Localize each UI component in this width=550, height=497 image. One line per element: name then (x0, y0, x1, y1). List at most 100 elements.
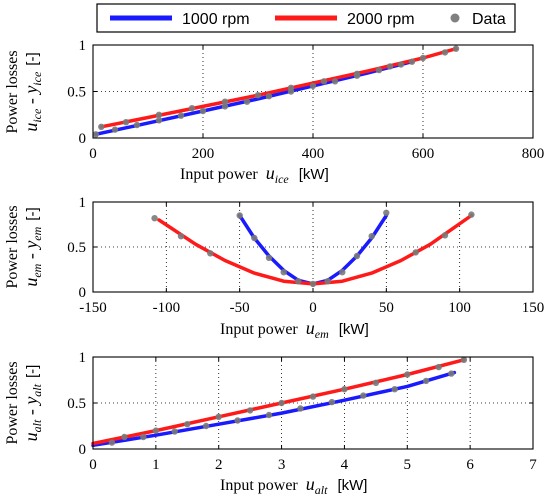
data-point (243, 98, 251, 105)
x-tick-label: 50 (379, 300, 394, 316)
y-tick-label: 1 (79, 38, 87, 54)
y-tick-label: 1 (79, 195, 87, 211)
data-point (207, 250, 214, 257)
data-point (188, 105, 196, 112)
y-tick-label: 0.5 (67, 85, 86, 101)
data-point (297, 405, 304, 412)
data-point (375, 66, 383, 74)
data-point (460, 356, 468, 363)
data-point (221, 103, 229, 110)
data-point (353, 70, 361, 78)
chart-panel-1: 0 200 400 600 800 0 0.5 1 Input power uice [kW] Pow… (4, 38, 544, 186)
data-point (404, 371, 411, 378)
data-point (122, 119, 130, 126)
data-point (151, 215, 158, 222)
data-point (368, 233, 375, 240)
data-point (121, 433, 128, 441)
legend: 1000 rpm 2000 rpm Data (96, 3, 516, 33)
data-point (221, 98, 229, 105)
y-tick-label: 0 (79, 131, 87, 147)
data-point (152, 427, 160, 434)
data-point (171, 428, 178, 435)
data-point (265, 93, 273, 100)
y-axis-label-main: ualt - yalt[-] (21, 365, 44, 442)
y-axis-label-main: uice - yice[-] (21, 52, 44, 131)
chart-panel-3: 0 1 2 3 4 5 6 7 0 0.5 1 Input power ualt [kW] Power lo… (4, 350, 537, 497)
data-point (287, 84, 295, 92)
data-point (199, 107, 207, 115)
data-point (408, 58, 416, 65)
data-point (391, 386, 398, 393)
data-point (422, 377, 430, 385)
y-tick-label: 0 (79, 442, 87, 458)
data-point (295, 278, 302, 285)
data-point (412, 249, 419, 256)
x-tick-label: 400 (302, 146, 325, 162)
x-tick-label: 0 (309, 300, 317, 316)
x-axis-label: Input power ualt [kW] (220, 474, 367, 497)
data-point (341, 386, 348, 393)
x-axis-label: Input power uem [kW] (220, 318, 369, 341)
data-point (92, 131, 100, 138)
legend-label: Data (472, 11, 506, 28)
data-point (236, 212, 243, 219)
data-point (278, 399, 285, 407)
series-line-1000-rpm (91, 370, 457, 448)
data-point (353, 252, 361, 260)
data-point (177, 233, 185, 240)
series-line-2000-rpm (99, 46, 458, 129)
y-tick-label: 0 (79, 285, 87, 301)
legend-swatch (450, 13, 460, 23)
x-tick-label: 1 (152, 457, 160, 473)
x-tick-label: 5 (404, 457, 412, 473)
data-point (441, 49, 449, 56)
data-point (155, 117, 163, 124)
data-point (331, 78, 339, 85)
data-point (435, 363, 442, 371)
x-tick-label: -150 (79, 300, 107, 316)
x-axis-label: Input power uice [kW] (180, 163, 329, 186)
y-axis-label-top: Power losses (4, 361, 21, 444)
data-point (202, 422, 210, 430)
y-axis-label-top: Power losses (4, 50, 21, 133)
data-point (251, 234, 258, 242)
data-point (468, 211, 475, 218)
data-point (309, 393, 317, 400)
y-tick-label: 0.5 (67, 396, 86, 412)
data-point (360, 392, 367, 399)
y-tick-label: 1 (79, 350, 87, 366)
data-point (108, 439, 116, 446)
data-point (452, 45, 460, 52)
x-tick-label: 2 (215, 457, 223, 473)
data-point (140, 433, 147, 441)
data-point (383, 209, 390, 216)
x-tick-label: 4 (341, 457, 349, 473)
data-point (309, 280, 317, 288)
x-tick-label: 6 (466, 457, 474, 473)
x-tick-label: 0 (89, 146, 97, 162)
x-tick-label: -50 (230, 300, 250, 316)
data-point (419, 54, 427, 62)
x-tick-label: 0 (89, 457, 97, 473)
series-line-2000-rpm (157, 213, 474, 286)
data-point (246, 407, 254, 414)
data-point (448, 370, 455, 377)
data-point (184, 421, 191, 428)
data-point (265, 411, 273, 419)
legend-label: 1000 rpm (182, 11, 250, 28)
data-point (397, 61, 405, 68)
y-axis-label-main: uem - yem[-] (21, 207, 44, 286)
data-point (372, 379, 380, 386)
data-point (215, 413, 222, 420)
data-point (309, 82, 317, 90)
series-line-1000-rpm (94, 59, 414, 137)
data-point (111, 126, 119, 133)
y-axis-label: Power losses ualt - yalt[-] (4, 361, 44, 444)
x-tick-label: -100 (153, 300, 181, 316)
data-point (234, 417, 241, 424)
data-point (320, 78, 328, 85)
x-tick-label: 3 (278, 457, 286, 473)
data-point (386, 63, 394, 70)
